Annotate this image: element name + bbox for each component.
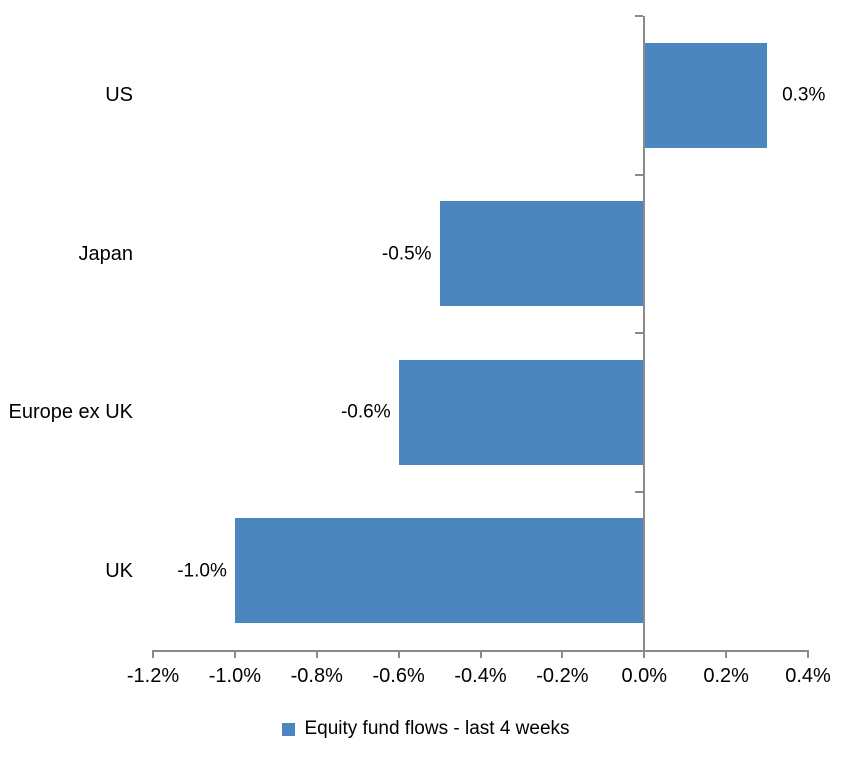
y-axis-line: [643, 16, 646, 658]
x-tick-label: -0.6%: [372, 665, 425, 687]
legend-label: Equity fund flows - last 4 weeks: [304, 718, 570, 739]
bar-uk: [234, 518, 645, 624]
bar-japan: [439, 201, 645, 307]
x-tick-label: 0.2%: [703, 665, 749, 687]
x-tick: [725, 650, 728, 658]
x-tick: [233, 650, 236, 658]
category-label-uk: UK: [105, 559, 133, 582]
x-tick: [807, 650, 809, 658]
category-boundary-tick: [635, 15, 644, 17]
bar-europe-ex-uk: [398, 359, 645, 465]
x-tick: [479, 650, 482, 658]
x-tick: [561, 650, 564, 658]
x-tick: [152, 650, 154, 658]
x-tick: [315, 650, 318, 658]
data-label-europe-ex-uk: -0.6%: [340, 401, 391, 423]
bar-us: [644, 42, 768, 148]
x-tick: [397, 650, 400, 658]
category-boundary-tick: [635, 490, 644, 493]
x-tick-label: -0.8%: [290, 665, 343, 687]
x-tick-label: 0.4%: [785, 665, 831, 687]
category-boundary-tick: [635, 332, 644, 334]
category-label-europe-ex-uk: Europe ex UK: [8, 401, 133, 424]
x-tick-label: -1.0%: [208, 665, 261, 687]
x-tick-label: -0.4%: [454, 665, 507, 687]
category-label-japan: Japan: [78, 242, 134, 265]
x-tick-label: -0.2%: [536, 665, 589, 687]
data-label-japan: -0.5%: [381, 243, 432, 265]
x-tick-label: 0.0%: [621, 665, 668, 687]
category-label-us: US: [105, 84, 133, 107]
category-boundary-tick: [635, 173, 644, 176]
data-label-us: 0.3%: [782, 84, 826, 106]
x-tick-label: -1.2%: [126, 665, 180, 687]
legend-swatch: [282, 722, 296, 736]
data-label-uk: -1.0%: [177, 560, 227, 582]
chart-legend: Equity fund flows - last 4 weeks: [0, 715, 852, 743]
